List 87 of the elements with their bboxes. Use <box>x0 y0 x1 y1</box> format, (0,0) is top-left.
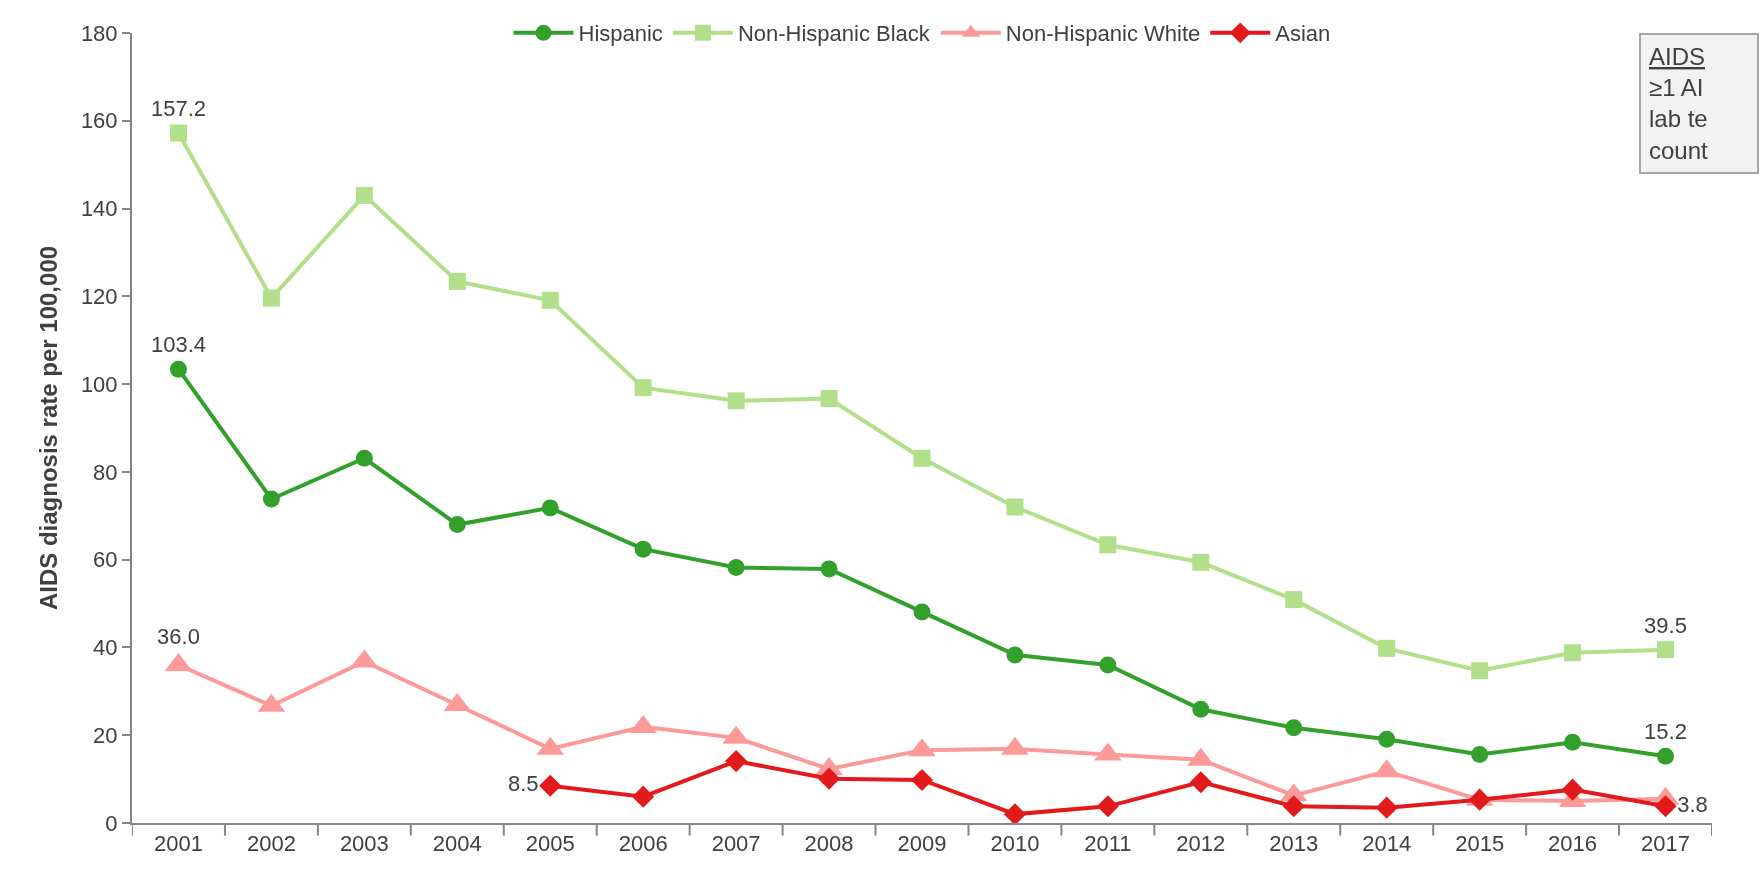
annotation: AIDS ≥1 AI lab te count <box>1649 43 1709 164</box>
x-tick-label: 2004 <box>432 831 482 857</box>
point <box>818 767 841 790</box>
point <box>1468 788 1491 811</box>
point <box>169 360 187 378</box>
x-tick-label: 2007 <box>711 831 761 857</box>
legend-label: Non-Hispanic Black <box>737 21 931 47</box>
x-tick-label: 2017 <box>1641 831 1691 857</box>
data-label: 157.2 <box>150 95 206 121</box>
x-tick-label: 2006 <box>618 831 668 857</box>
point <box>539 774 562 797</box>
point <box>1192 553 1210 571</box>
point <box>1657 747 1675 765</box>
point <box>725 750 748 773</box>
y-tick-label: 20 <box>93 722 118 748</box>
x-tick-label: 2015 <box>1455 831 1505 857</box>
point <box>632 785 655 808</box>
point <box>634 540 652 558</box>
point <box>1189 771 1212 794</box>
point <box>634 379 652 397</box>
data-label: 36.0 <box>157 623 200 649</box>
point <box>355 186 373 204</box>
point <box>1654 795 1677 818</box>
point <box>1378 639 1396 657</box>
data-label: 15.2 <box>1644 719 1687 745</box>
data-label: 3.8 <box>1677 791 1708 817</box>
y-tick-label: 120 <box>80 284 118 310</box>
point <box>1006 498 1024 516</box>
y-tick-label: 80 <box>93 459 118 485</box>
x-tick-label: 2001 <box>153 831 203 857</box>
data-label: 8.5 <box>508 771 539 797</box>
point <box>1099 536 1117 554</box>
point <box>1564 644 1582 662</box>
point <box>262 289 280 307</box>
x-tick-label: 2013 <box>1269 831 1319 857</box>
y-tick-label: 160 <box>80 108 118 134</box>
point <box>1099 656 1117 674</box>
y-tick-label: 140 <box>80 196 118 222</box>
x-tick-label: 2008 <box>804 831 854 857</box>
y-tick-label: 100 <box>80 371 118 397</box>
point <box>1471 746 1489 764</box>
point <box>1285 591 1303 609</box>
point <box>1375 796 1398 819</box>
point <box>820 560 838 578</box>
point <box>1471 662 1489 680</box>
point <box>820 390 838 408</box>
point <box>1561 778 1584 801</box>
x-tick-label: 2005 <box>525 831 575 857</box>
point <box>913 603 931 621</box>
legend-label: Asian <box>1275 21 1331 47</box>
point <box>448 516 466 534</box>
x-tick-label: 2010 <box>990 831 1040 857</box>
point <box>1282 795 1305 818</box>
point <box>913 449 931 467</box>
legend-label: Non-Hispanic White <box>1005 21 1201 47</box>
x-tick-label: 2016 <box>1548 831 1598 857</box>
point <box>1657 641 1675 659</box>
y-tick-label: 40 <box>93 635 118 661</box>
point <box>910 768 934 792</box>
point <box>1096 795 1119 818</box>
point <box>541 291 559 309</box>
x-tick-label: 2011 <box>1084 831 1132 857</box>
legend-label: Hispanic <box>578 21 663 47</box>
point <box>727 392 745 410</box>
point <box>262 490 280 508</box>
point <box>1285 719 1303 737</box>
data-label: 103.4 <box>150 332 206 358</box>
data-label: 39.5 <box>1644 612 1687 638</box>
point <box>727 559 745 577</box>
point <box>448 272 466 290</box>
y-tick-label: 0 <box>105 810 118 836</box>
x-tick-label: 2014 <box>1362 831 1412 857</box>
y-axis-title: AIDS diagnosis rate per 100,000 <box>35 245 63 611</box>
point <box>169 124 187 142</box>
point <box>1006 646 1024 664</box>
point <box>1378 730 1396 748</box>
y-tick-label: 180 <box>80 20 118 46</box>
point <box>1003 803 1026 826</box>
y-tick-label: 60 <box>93 547 118 573</box>
point <box>1564 733 1582 751</box>
x-tick-label: 2009 <box>897 831 947 857</box>
x-tick-label: 2003 <box>339 831 389 857</box>
x-tick-label: 2012 <box>1176 831 1226 857</box>
point <box>541 499 559 517</box>
point <box>355 449 373 467</box>
x-tick-label: 2002 <box>246 831 296 857</box>
point <box>1192 700 1210 718</box>
